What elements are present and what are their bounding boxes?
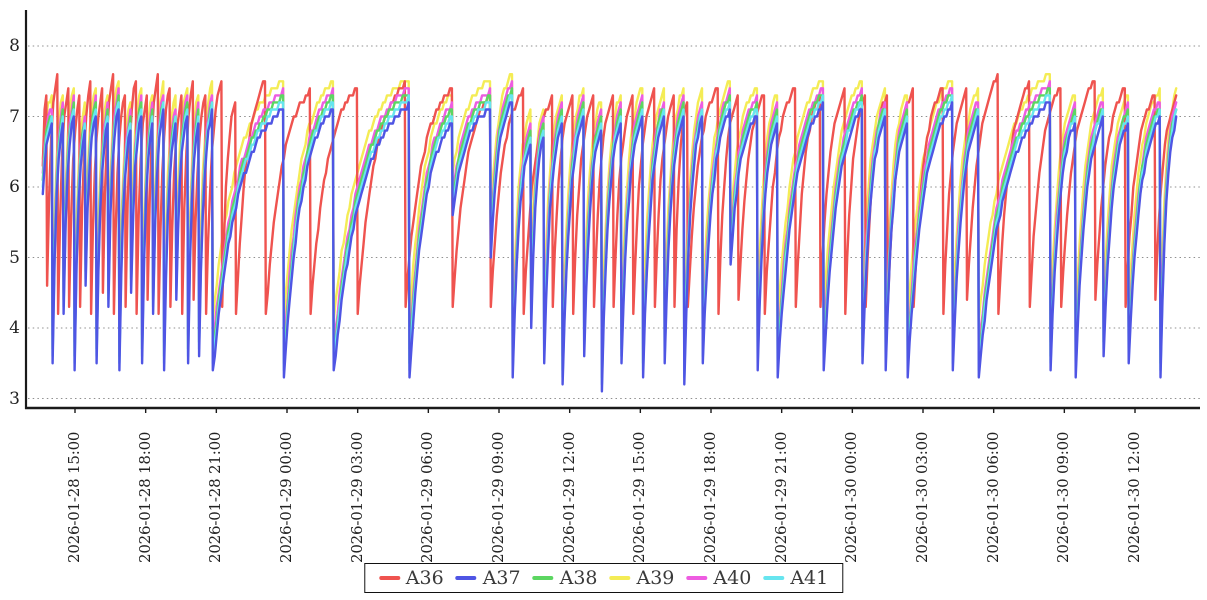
x-tick-label: 2026-01-29 12:00 — [559, 431, 578, 563]
legend-swatch-a40 — [686, 576, 708, 580]
x-tick-label: 2026-01-30 03:00 — [913, 431, 931, 563]
legend-label: A40 — [713, 567, 752, 589]
x-tick-label: 2026-01-29 03:00 — [347, 431, 366, 563]
legend: A36 A37 A38 A39 A40 A41 — [363, 563, 844, 593]
x-tick-label: 2026-01-30 09:00 — [1054, 431, 1073, 563]
series-A37-line — [41, 101, 1178, 393]
legend-label: A36 — [405, 567, 444, 589]
y-tick-label: 7 — [9, 106, 20, 127]
x-tick-label: 2026-01-29 09:00 — [489, 431, 507, 563]
legend-item-a37[interactable]: A37 — [455, 565, 521, 591]
legend-swatch-a41 — [763, 576, 785, 580]
x-tick-label: 2026-01-28 15:00 — [65, 431, 83, 563]
x-tick-label: 2026-01-30 12:00 — [1125, 431, 1143, 563]
x-tick-label: 2026-01-29 00:00 — [277, 431, 295, 563]
y-tick-label: 4 — [9, 318, 20, 338]
x-tick-label: 2026-01-28 18:00 — [135, 431, 154, 563]
y-tick-label: 3 — [9, 388, 20, 409]
legend-item-a36[interactable]: A36 — [378, 565, 444, 591]
legend-label: A37 — [482, 567, 521, 589]
legend-label: A39 — [636, 567, 675, 589]
legend-swatch-a37 — [455, 576, 477, 580]
legend-swatch-a39 — [609, 576, 631, 580]
x-tick-label: 2026-01-29 06:00 — [418, 431, 437, 563]
x-tick-label: 2026-01-29 15:00 — [630, 431, 649, 563]
y-tick-label: 6 — [9, 177, 20, 197]
legend-label: A38 — [559, 567, 598, 589]
legend-item-a40[interactable]: A40 — [686, 565, 751, 591]
y-tick-label: 5 — [9, 247, 20, 268]
legend-item-a39[interactable]: A39 — [609, 565, 675, 591]
x-tick-label: 2026-01-30 06:00 — [983, 431, 1002, 563]
legend-swatch-a36 — [378, 576, 400, 580]
y-tick-label: 8 — [9, 36, 20, 56]
legend-item-a38[interactable]: A38 — [532, 565, 598, 591]
x-tick-label: 2026-01-29 18:00 — [701, 431, 719, 563]
x-tick-label: 2026-01-30 00:00 — [842, 431, 861, 563]
legend-swatch-a38 — [532, 576, 554, 580]
legend-item-a41[interactable]: A41 — [763, 565, 828, 591]
legend-label: A41 — [790, 567, 829, 589]
x-tick-label: 2026-01-28 21:00 — [206, 431, 225, 563]
x-tick-label: 2026-01-29 21:00 — [771, 431, 790, 563]
